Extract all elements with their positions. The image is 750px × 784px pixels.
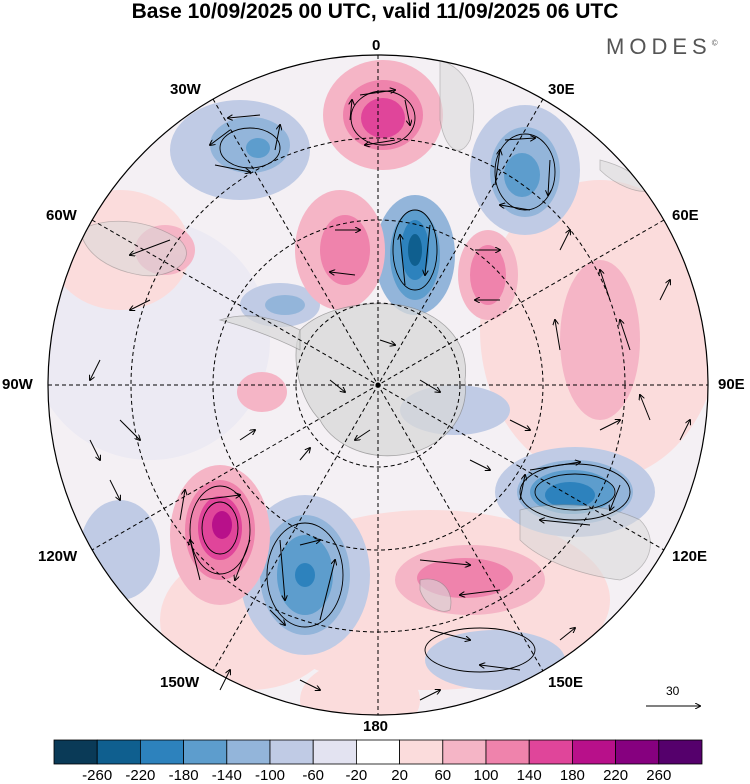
colorbar-tick-label: 180 — [559, 767, 585, 784]
lon-label-30w: 30W — [170, 81, 201, 98]
lon-label-90w: 90W — [2, 376, 33, 393]
colorbar-swatch — [442, 739, 487, 765]
brand-name: MODES — [606, 34, 712, 59]
colorbar — [53, 739, 703, 765]
colorbar-tick-label: -20 — [345, 767, 368, 784]
lon-label-0: 0 — [372, 37, 381, 54]
lon-label-30e: 30E — [548, 81, 575, 98]
colorbar-swatch — [615, 739, 660, 765]
colorbar-tick-label: -100 — [254, 767, 286, 784]
africa-land — [439, 59, 475, 151]
colorbar-swatch — [399, 739, 444, 765]
colorbar-swatch — [658, 739, 703, 765]
lon-label-60e: 60E — [672, 207, 699, 224]
colorbar-swatch — [139, 739, 184, 765]
lon-label-60w: 60W — [46, 207, 77, 224]
colorbar-swatch — [226, 739, 271, 765]
lon-label-180: 180 — [363, 718, 389, 735]
australia-land — [519, 504, 651, 581]
colorbar-tick-label: -260 — [82, 767, 113, 784]
colorbar-swatch — [96, 739, 141, 765]
lon-label-150e: 150E — [548, 674, 584, 691]
colorbar-swatch — [269, 739, 314, 765]
south-america-land — [79, 220, 187, 277]
colorbar-swatch — [355, 739, 400, 765]
wind-scale-label: 30 — [666, 684, 680, 698]
colorbar-swatch — [312, 739, 357, 765]
lon-label-90e: 90E — [718, 376, 745, 393]
wind-vectors — [90, 90, 690, 701]
colorbar-tick-label: 100 — [473, 767, 499, 784]
colorbar-swatch — [528, 739, 573, 765]
colorbar-tick-label: 260 — [646, 767, 672, 784]
colorbar-tick-label: -60 — [302, 767, 325, 784]
colorbar-tick-label: -140 — [211, 767, 242, 784]
contours — [189, 90, 631, 673]
map-title: Base 10/09/2025 00 UTC, valid 11/09/2025… — [131, 0, 619, 23]
lon-label-150w: 150W — [160, 674, 200, 691]
colorbar-tick-label: 60 — [434, 767, 452, 784]
lon-label-120e: 120E — [672, 548, 708, 565]
new-zealand-land — [419, 578, 452, 612]
colorbar-swatch — [572, 739, 617, 765]
colorbar-swatch — [53, 739, 98, 765]
colorbar-swatch — [485, 739, 530, 765]
south-pole-marker — [375, 382, 381, 388]
colorbar-swatch — [183, 739, 228, 765]
colorbar-tick-label: -220 — [125, 767, 156, 784]
colorbar-tick-label: 20 — [391, 767, 408, 784]
anomaly-field — [48, 55, 708, 715]
map-border — [47, 54, 709, 716]
lon-label-120w: 120W — [38, 548, 78, 565]
brand-mark: © — [711, 38, 718, 48]
colorbar-tick-label: 140 — [516, 767, 542, 784]
colorbar-tick-label: 220 — [603, 767, 629, 784]
modes-logo: MODES© — [606, 34, 718, 60]
colorbar-tick-label: -180 — [168, 767, 199, 784]
